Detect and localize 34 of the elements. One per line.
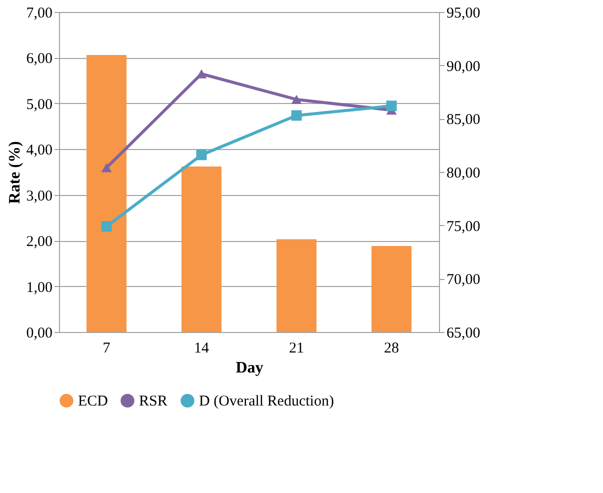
point xyxy=(196,150,207,160)
point xyxy=(101,163,112,172)
y-tick-label: 7,00 xyxy=(26,6,52,22)
bar xyxy=(276,239,316,332)
y-tick-label: 5,00 xyxy=(26,96,52,113)
x-tick-label: 28 xyxy=(384,340,399,356)
bar xyxy=(182,166,222,332)
y-tick-label: 4,00 xyxy=(26,142,52,159)
bar xyxy=(86,54,126,332)
y2-tick-label: 85,00 xyxy=(446,112,480,128)
legend-label: ECD xyxy=(78,394,108,410)
y2-tick-label: 70,00 xyxy=(446,272,480,288)
point xyxy=(291,110,302,121)
x-tick-label: 7 xyxy=(102,340,111,356)
y-axis-title: Rate (%) xyxy=(6,141,24,204)
x-axis-title: Day xyxy=(236,360,264,376)
legend-label: RSR xyxy=(139,394,168,410)
y-tick-label: 3,00 xyxy=(26,188,52,204)
y2-tick-label: 90,00 xyxy=(446,58,480,75)
y-tick-label: 1,00 xyxy=(26,280,52,296)
y-tick-label: 0,00 xyxy=(26,326,52,342)
x-tick-label: 21 xyxy=(289,340,304,356)
point xyxy=(386,100,397,112)
point xyxy=(291,94,302,104)
y2-tick-label: 75,00 xyxy=(446,218,480,235)
x-tick-label: 14 xyxy=(194,340,210,356)
y-tick-label: 6,00 xyxy=(26,51,52,68)
y-tick-label: 2,00 xyxy=(26,234,52,250)
bar xyxy=(372,246,412,332)
point xyxy=(101,221,112,232)
y2-tick-label: 80,00 xyxy=(446,166,480,182)
y2-tick-label: 65,00 xyxy=(446,326,480,342)
legend-label: D (Overall Reduction) xyxy=(199,394,334,410)
y2-tick-label: 95,00 xyxy=(446,6,480,22)
